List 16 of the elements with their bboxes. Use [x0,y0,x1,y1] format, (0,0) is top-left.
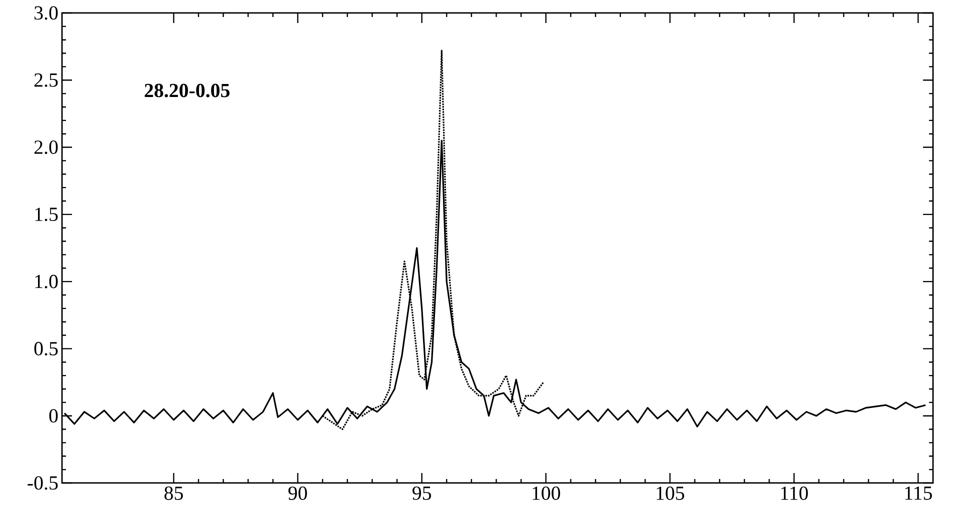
y-tick-label: 0 [49,409,58,423]
y-tick-label: 2.0 [34,140,58,154]
x-tick-label: 110 [781,486,808,500]
annotation: 28.20-0.05 [144,84,230,98]
x-tick-label: 115 [905,486,932,500]
x-tick-label: 90 [288,486,307,500]
y-tick-label: 0.5 [34,342,58,356]
y-tick-label: 1.0 [35,274,58,288]
x-tick-label: 105 [656,486,684,500]
y-tick-label: 2.5 [34,73,58,87]
y-tick-label: 1.5 [35,208,58,222]
x-tick-label: 95 [412,486,432,500]
x-tick-label: 85 [164,486,183,500]
x-tick-label: 100 [532,486,560,500]
y-tick-label: -0.5 [28,476,58,490]
y-tick-label: 3.0 [34,6,58,20]
